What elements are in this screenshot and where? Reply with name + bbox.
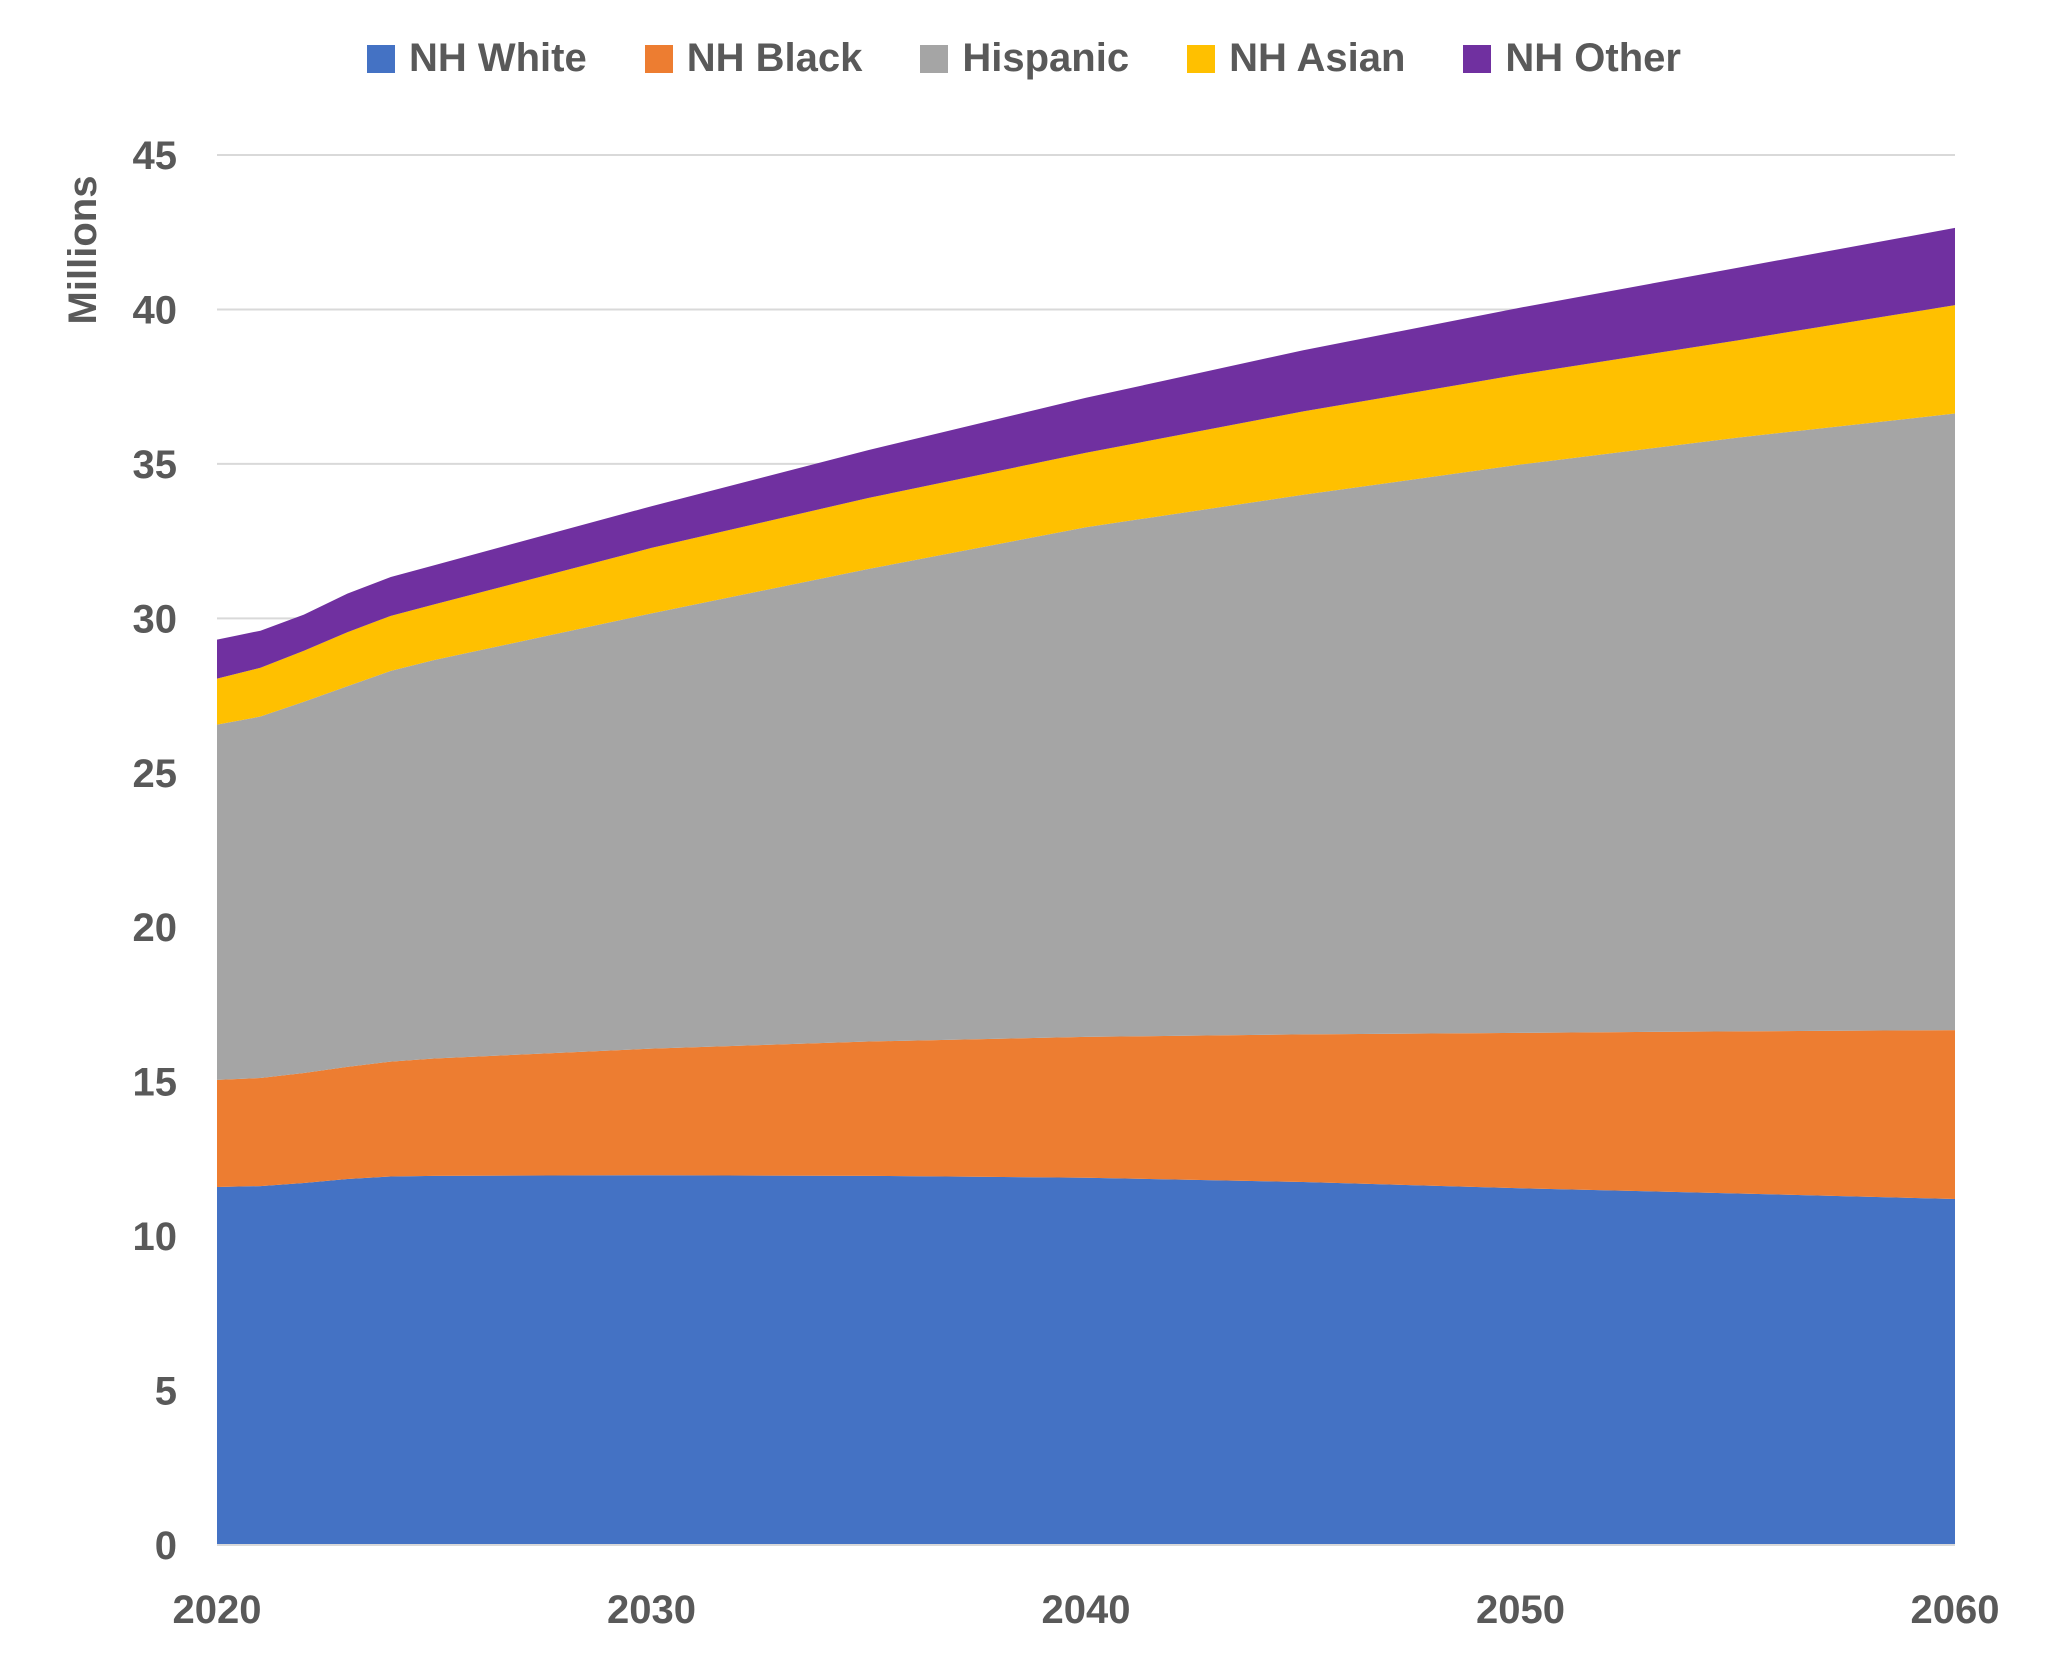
x-tick-label: 2020 [173, 1588, 262, 1632]
y-tick-label: 30 [133, 597, 178, 641]
area-hispanic [217, 413, 1955, 1080]
legend-label: Hispanic [962, 36, 1130, 80]
y-tick-label: 40 [133, 288, 178, 332]
legend-label: NH Black [686, 36, 863, 80]
chart-legend: NH White NH Black Hispanic NH Asian NH Other [0, 36, 2048, 81]
y-tick-label: 20 [133, 906, 178, 950]
legend-swatch [920, 44, 949, 73]
area-nh-asian [217, 305, 1955, 725]
y-tick-label: 0 [155, 1524, 177, 1568]
x-tick-label: 2040 [1042, 1588, 1131, 1632]
x-tick-label: 2030 [607, 1588, 696, 1632]
legend-label: NH White [408, 36, 587, 80]
y-tick-label: 45 [133, 134, 178, 178]
legend-item: NH Black [644, 36, 863, 81]
y-tick-label: 15 [133, 1061, 178, 1105]
legend-label: NH Other [1505, 36, 1681, 80]
y-tick-label: 25 [133, 752, 178, 796]
legend-item: NH Asian [1187, 36, 1405, 81]
legend-swatch [1187, 44, 1216, 73]
y-tick-label: 10 [133, 1215, 178, 1259]
area-nh-white [217, 1175, 1955, 1545]
area-nh-black [217, 1030, 1955, 1200]
legend-swatch [644, 44, 673, 73]
legend-item: NH White [366, 36, 587, 81]
legend-item: NH Other [1463, 36, 1681, 81]
y-axis-label: Millions [61, 176, 105, 325]
y-tick-label: 35 [133, 443, 178, 487]
x-tick-label: 2050 [1476, 1588, 1565, 1632]
legend-item: Hispanic [920, 36, 1129, 81]
legend-label: NH Asian [1229, 36, 1406, 80]
legend-swatch [1463, 44, 1492, 73]
area-nh-other [217, 227, 1955, 679]
x-tick-label: 2060 [1911, 1588, 2000, 1632]
legend-swatch [366, 44, 395, 73]
y-tick-label: 5 [155, 1370, 177, 1414]
